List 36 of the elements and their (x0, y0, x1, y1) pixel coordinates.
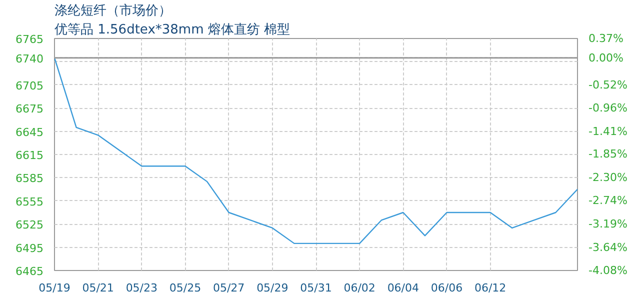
x-tick-label: 05/19 (38, 282, 70, 294)
y2-tick-label: -4.08% (588, 264, 628, 277)
y-tick-label: 6525 (16, 218, 44, 232)
x-tick-label: 06/02 (344, 282, 376, 294)
y2-tick-label: -1.41% (588, 124, 628, 138)
y2-tick-label: -1.85% (588, 148, 628, 161)
y-tick-label: 6705 (16, 79, 44, 92)
x-tick-label: 06/06 (430, 282, 463, 294)
y2-tick-label: -2.74% (588, 194, 628, 208)
x-tick-label: 05/21 (82, 282, 114, 294)
x-tick-label: 05/29 (256, 282, 288, 294)
chart-title: 涤纶短纤（市场价） (54, 4, 172, 18)
line-series (54, 57, 578, 244)
y-tick-label: 6740 (16, 52, 44, 66)
y2-tick-label: -3.19% (588, 218, 628, 231)
y2-tick-label: 0.37% (588, 32, 624, 45)
chart-subtitle: 优等品 1.56dtex*38mm 熔体直纺 棉型 (54, 22, 290, 38)
x-tick-label: 05/25 (169, 282, 202, 294)
x-tick-label: 05/27 (212, 282, 245, 294)
x-tick-label: 05/31 (300, 282, 332, 294)
y2-tick-label: -0.52% (588, 78, 628, 92)
x-tick-label: 06/12 (474, 282, 506, 294)
y-tick-label: 6495 (16, 242, 44, 255)
y-tick-label: 6645 (16, 126, 44, 139)
y-tick-label: 6765 (16, 33, 44, 46)
y2-tick-label: -3.64% (588, 241, 628, 254)
y-tick-label: 6585 (16, 172, 44, 186)
y2-tick-label: -0.96% (588, 101, 628, 114)
y-tick-label: 6675 (16, 102, 44, 116)
y2-tick-label: -2.30% (588, 171, 628, 184)
y-tick-label: 6465 (16, 265, 44, 278)
y-tick-label: 6615 (16, 149, 44, 162)
x-tick-label: 05/23 (126, 282, 158, 294)
x-tick-label: 06/04 (387, 282, 420, 294)
y-tick-label: 6555 (16, 195, 44, 208)
y2-tick-label: 0.00% (588, 51, 624, 64)
